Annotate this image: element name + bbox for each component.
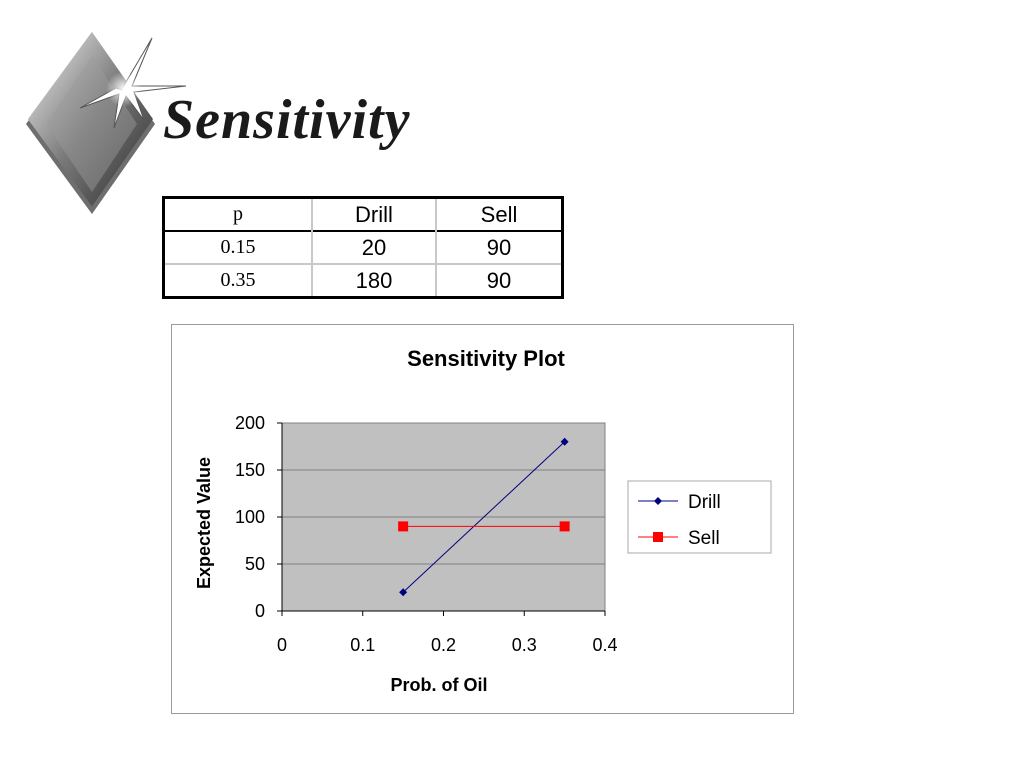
y-tick-label: 50 — [245, 554, 265, 574]
y-tick-label: 100 — [235, 507, 265, 527]
y-tick-label: 150 — [235, 460, 265, 480]
legend-box — [627, 480, 772, 554]
y-tick-label: 0 — [255, 601, 265, 621]
table-row: 0.15 20 90 — [163, 230, 563, 264]
x-tick-label: 0.4 — [592, 635, 617, 655]
table-cell: 0.15 — [163, 230, 312, 264]
legend-sell-label: Sell — [688, 528, 720, 549]
x-tick-label: 0 — [277, 635, 287, 655]
legend-drill-marker — [654, 497, 662, 505]
table-cell: 20 — [311, 230, 436, 264]
table-cell: 90 — [435, 230, 563, 264]
table-cell: 180 — [311, 263, 436, 298]
table-row: 0.35 180 90 — [163, 263, 563, 298]
x-tick-label: 0.3 — [512, 635, 537, 655]
drill-data-point — [560, 437, 569, 446]
x-tick-label: 0.1 — [350, 635, 375, 655]
x-tick-label: 0.2 — [431, 635, 456, 655]
chart-title: Sensitivity Plot — [407, 346, 565, 371]
drill-data-point — [399, 588, 408, 597]
drill-series-line — [402, 441, 565, 593]
table-header-row: p Drill Sell — [164, 197, 563, 231]
x-axis-label: Prob. of Oil — [391, 675, 488, 695]
y-axis-label: Expected Value — [194, 457, 214, 589]
sell-data-point — [398, 521, 409, 532]
legend-drill-label: Drill — [688, 492, 721, 513]
table-header-drill: Drill — [311, 197, 436, 231]
chart-frame: Sensitivity Plot Expected Value Prob. of… — [171, 324, 794, 714]
legend-sell-marker — [653, 532, 663, 542]
sensitivity-chart: Sensitivity Plot Expected Value Prob. of… — [194, 346, 772, 695]
diamond-star-logo — [26, 31, 187, 214]
table-header-sell: Sell — [435, 197, 563, 231]
table-cell: 90 — [435, 263, 563, 298]
y-tick-label: 200 — [235, 413, 265, 433]
slide-title: Sensitivity — [163, 89, 411, 151]
table-header-p: p — [233, 203, 243, 225]
sell-data-point — [559, 521, 570, 532]
data-table: p Drill Sell 0.15 20 90 0.35 180 90 — [162, 196, 564, 299]
table-cell: 0.35 — [163, 263, 312, 298]
